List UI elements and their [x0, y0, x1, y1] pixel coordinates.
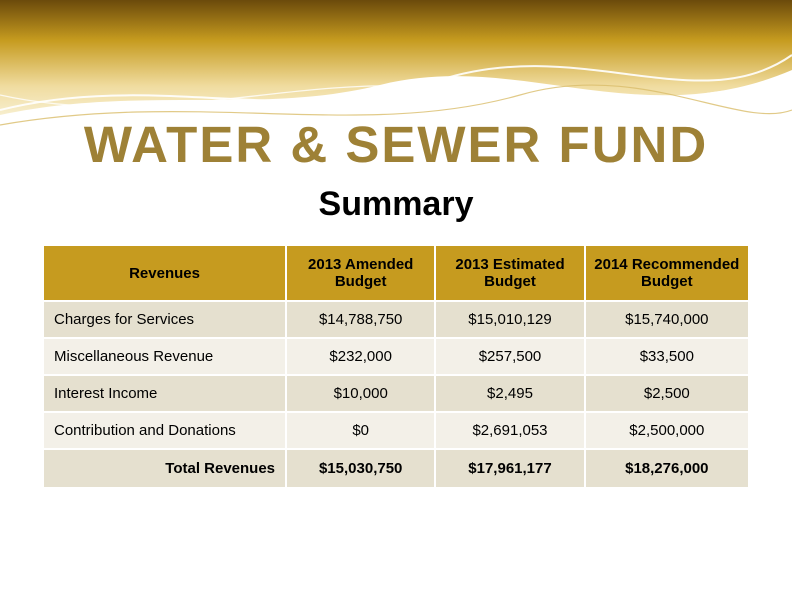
- col-header-2013-estimated: 2013 Estimated Budget: [435, 245, 584, 301]
- table-row: Interest Income $10,000 $2,495 $2,500: [43, 375, 749, 412]
- cell-value: $10,000: [286, 375, 435, 412]
- total-label: Total Revenues: [43, 449, 286, 488]
- cell-value: $232,000: [286, 338, 435, 375]
- page-title: WATER & SEWER FUND: [0, 115, 792, 174]
- row-label: Charges for Services: [43, 301, 286, 338]
- total-value: $17,961,177: [435, 449, 584, 488]
- cell-value: $15,740,000: [585, 301, 749, 338]
- col-header-revenues: Revenues: [43, 245, 286, 301]
- cell-value: $2,691,053: [435, 412, 584, 449]
- cell-value: $15,010,129: [435, 301, 584, 338]
- cell-value: $2,500,000: [585, 412, 749, 449]
- cell-value: $0: [286, 412, 435, 449]
- col-header-2013-amended: 2013 Amended Budget: [286, 245, 435, 301]
- table-total-row: Total Revenues $15,030,750 $17,961,177 $…: [43, 449, 749, 488]
- page-subtitle: Summary: [0, 185, 792, 224]
- revenue-table: Revenues 2013 Amended Budget 2013 Estima…: [42, 244, 750, 489]
- table-row: Contribution and Donations $0 $2,691,053…: [43, 412, 749, 449]
- row-label: Interest Income: [43, 375, 286, 412]
- table-row: Charges for Services $14,788,750 $15,010…: [43, 301, 749, 338]
- cell-value: $33,500: [585, 338, 749, 375]
- total-value: $15,030,750: [286, 449, 435, 488]
- cell-value: $257,500: [435, 338, 584, 375]
- cell-value: $14,788,750: [286, 301, 435, 338]
- row-label: Contribution and Donations: [43, 412, 286, 449]
- table-row: Miscellaneous Revenue $232,000 $257,500 …: [43, 338, 749, 375]
- row-label: Miscellaneous Revenue: [43, 338, 286, 375]
- revenue-table-container: Revenues 2013 Amended Budget 2013 Estima…: [42, 244, 750, 489]
- cell-value: $2,495: [435, 375, 584, 412]
- table-header-row: Revenues 2013 Amended Budget 2013 Estima…: [43, 245, 749, 301]
- top-banner: [0, 0, 792, 130]
- cell-value: $2,500: [585, 375, 749, 412]
- total-value: $18,276,000: [585, 449, 749, 488]
- col-header-2014-recommended: 2014 Recommended Budget: [585, 245, 749, 301]
